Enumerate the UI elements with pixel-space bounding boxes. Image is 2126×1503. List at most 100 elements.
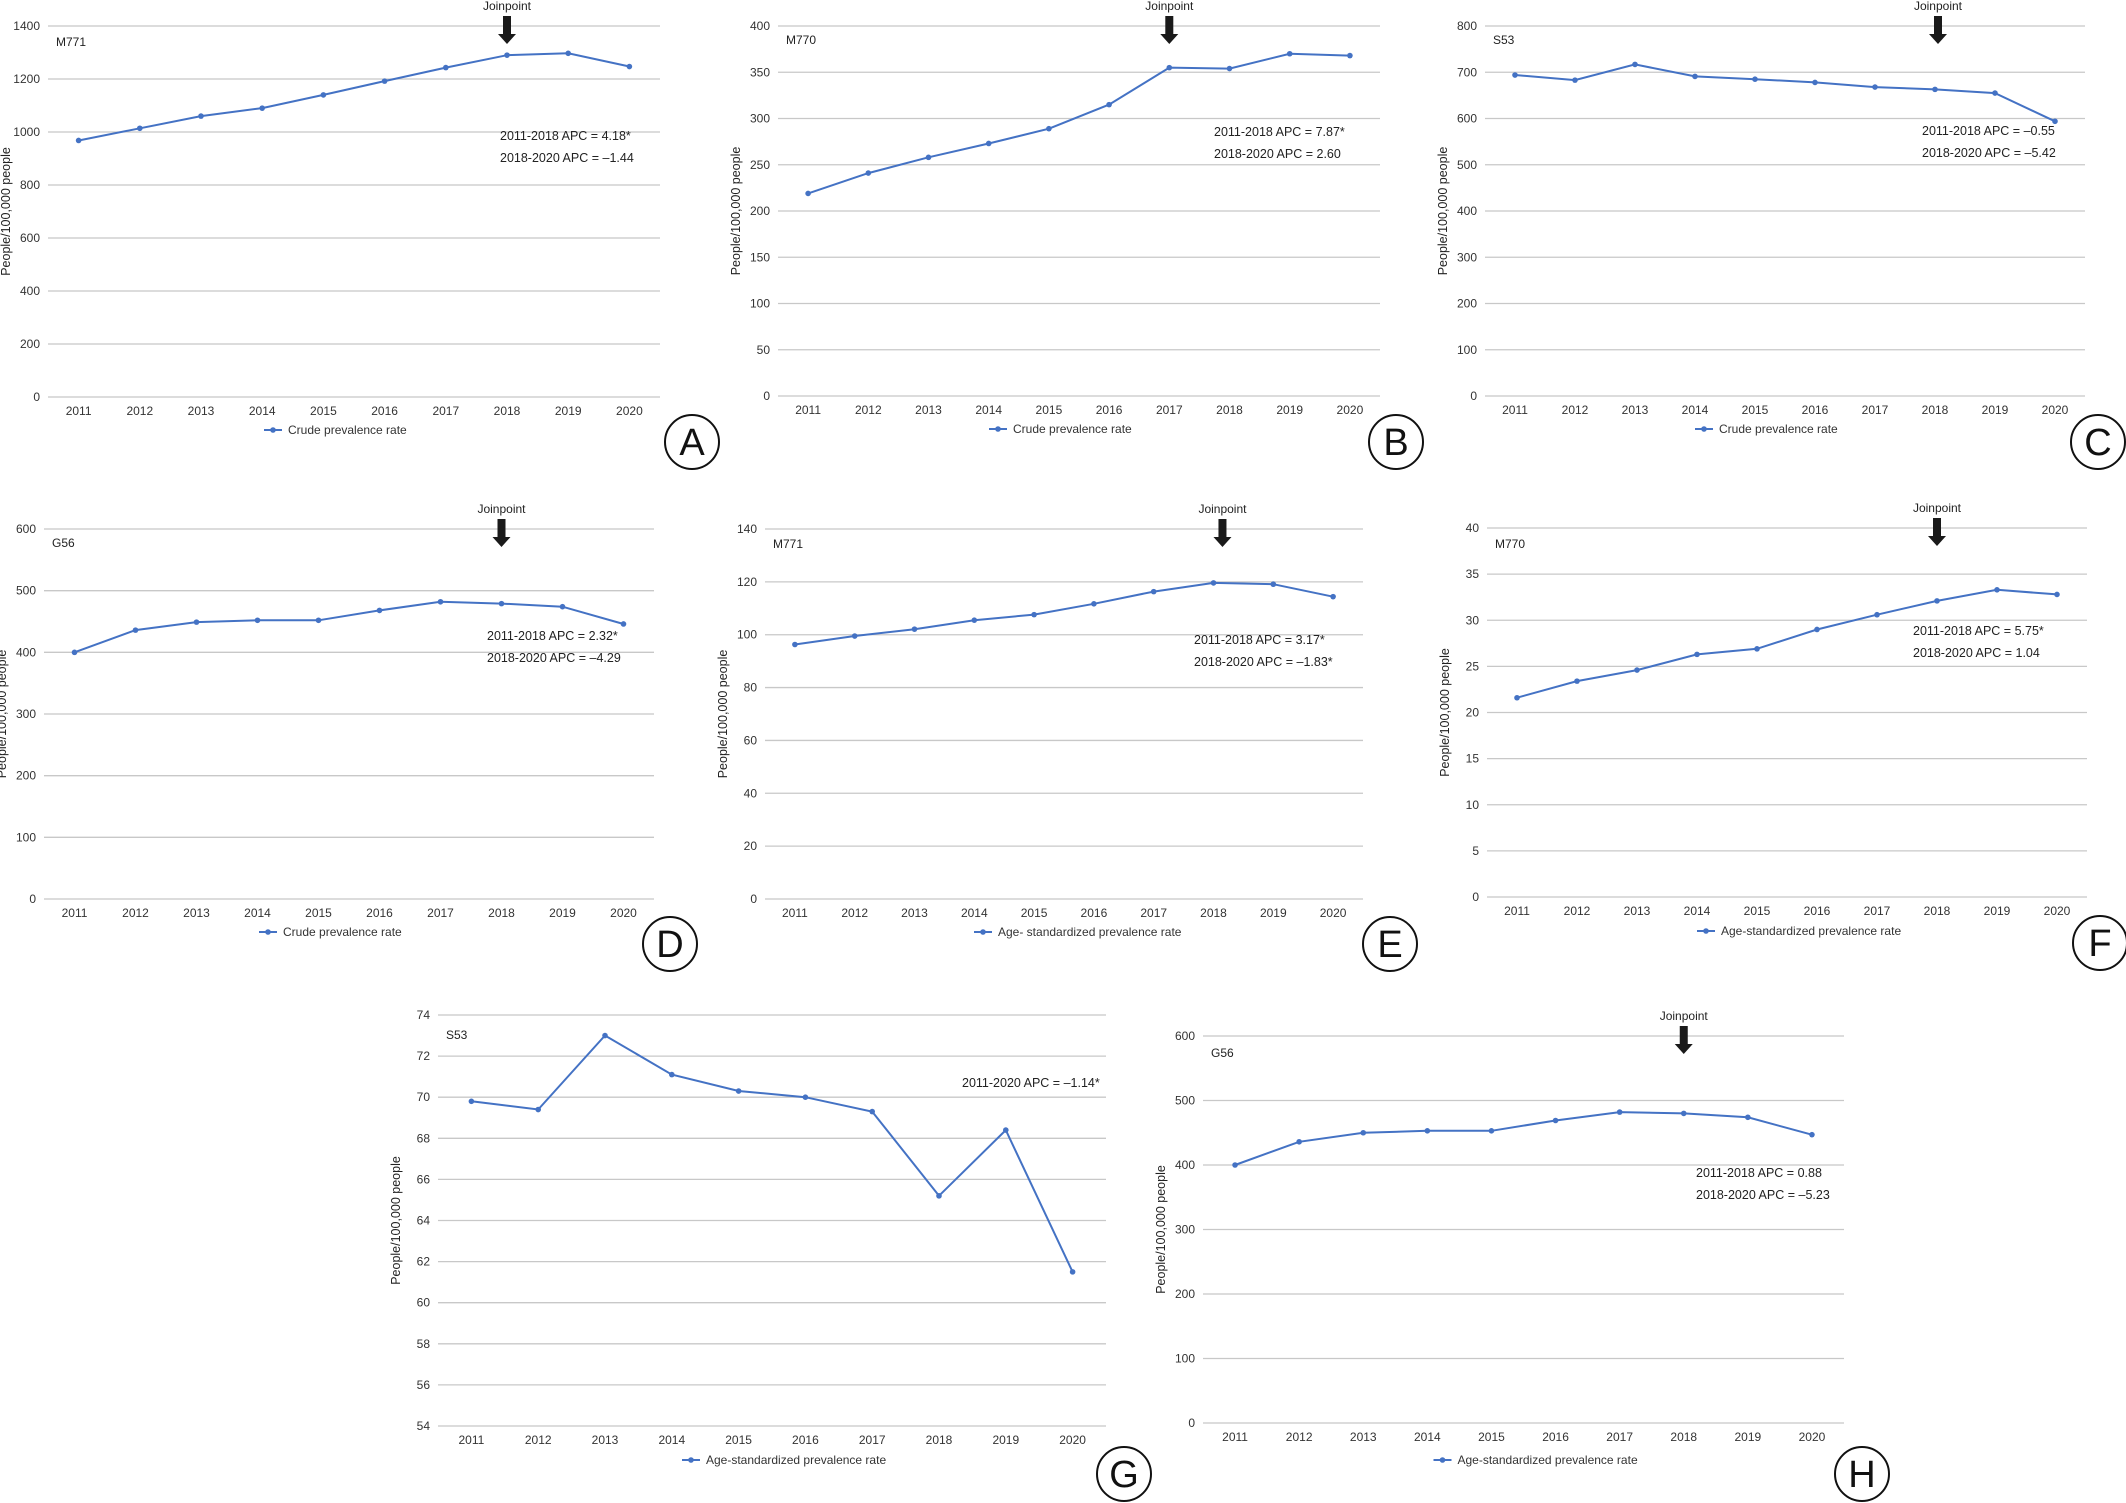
x-tick-label: 2013: [183, 906, 210, 920]
series-line: [471, 1034, 1074, 1273]
data-point: [259, 105, 266, 111]
x-tick-label: 2012: [122, 906, 149, 920]
data-point: [535, 1106, 541, 1113]
x-tick-label: 2012: [841, 906, 868, 920]
panel-letter: C: [2084, 422, 2111, 464]
data-point: [1812, 79, 1818, 86]
x-tick-label: 2013: [188, 404, 215, 418]
y-tick-label: 20: [1466, 706, 1480, 720]
y-tick-label: 250: [750, 158, 770, 172]
apc-annotation: 2018-2020 APC = 1.04: [1913, 646, 2040, 660]
y-tick-label: 58: [417, 1337, 431, 1351]
apc-annotation: 2011-2018 APC = 4.18*: [500, 129, 631, 143]
data-point: [254, 617, 261, 624]
x-tick-label: 2017: [432, 404, 459, 418]
y-tick-label: 400: [1457, 204, 1477, 218]
data-point: [1424, 1128, 1431, 1134]
data-point: [320, 92, 327, 98]
data-point: [1692, 73, 1698, 80]
y-tick-label: 600: [16, 522, 36, 536]
y-tick-label: 0: [1470, 389, 1477, 403]
x-tick-label: 2019: [549, 906, 576, 920]
x-tick-label: 2013: [1350, 1430, 1377, 1444]
y-axis-label: People/100,000 people: [1436, 147, 1450, 276]
data-point: [1360, 1129, 1367, 1136]
x-tick-label: 2011: [1222, 1430, 1248, 1444]
disease-code-label: M771: [56, 35, 86, 49]
data-point: [1745, 1114, 1751, 1121]
y-tick-label: 68: [417, 1131, 431, 1145]
y-tick-label: 5: [1472, 844, 1479, 858]
data-point: [1572, 77, 1578, 83]
data-point: [925, 154, 932, 161]
apc-annotation: 2011-2018 APC = –0.55: [1922, 124, 2055, 138]
data-point: [381, 78, 388, 84]
y-tick-label: 64: [417, 1214, 431, 1228]
panel-letter: B: [1383, 422, 1408, 464]
y-tick-label: 300: [16, 707, 36, 721]
data-point: [1488, 1128, 1495, 1134]
x-tick-label: 2017: [1140, 906, 1167, 920]
data-point: [1046, 125, 1052, 132]
y-tick-label: 300: [1457, 250, 1477, 264]
data-point: [620, 621, 627, 627]
data-point: [1874, 611, 1880, 618]
x-tick-label: 2013: [1622, 403, 1649, 417]
joinpoint-arrow-icon: [1928, 518, 1946, 546]
data-point: [1616, 1109, 1623, 1115]
apc-annotation: 2018-2020 APC = –4.29: [487, 651, 621, 665]
x-tick-label: 2012: [855, 403, 882, 417]
legend: Crude prevalence rate: [989, 422, 1132, 436]
x-tick-label: 2020: [1337, 403, 1364, 417]
legend-label: Crude prevalence rate: [1719, 422, 1838, 436]
y-tick-label: 500: [1457, 158, 1477, 172]
data-point: [735, 1088, 742, 1094]
y-tick-label: 200: [750, 204, 770, 218]
data-point: [1091, 600, 1097, 607]
x-tick-label: 2020: [1320, 906, 1347, 920]
series-line: [1516, 588, 2058, 699]
data-point: [1069, 1269, 1076, 1275]
data-point: [1992, 90, 1998, 96]
joinpoint-arrow-icon: [1160, 16, 1179, 44]
y-tick-label: 1400: [13, 19, 40, 33]
legend-label: Age-standardized prevalence rate: [706, 1453, 886, 1467]
x-tick-label: 2017: [427, 906, 454, 920]
x-tick-label: 2016: [366, 906, 393, 920]
panel-letter-circle: [1834, 1446, 1890, 1502]
x-tick-label: 2012: [1564, 904, 1591, 918]
x-tick-label: 2015: [305, 906, 332, 920]
x-tick-label: 2018: [494, 404, 521, 418]
y-tick-label: 300: [750, 112, 770, 126]
y-tick-label: 40: [744, 786, 758, 800]
y-tick-label: 600: [20, 231, 40, 245]
y-tick-label: 500: [16, 584, 36, 598]
x-tick-label: 2014: [658, 1433, 685, 1447]
x-tick-label: 2020: [2042, 403, 2069, 417]
y-tick-label: 60: [744, 733, 758, 747]
y-tick-label: 35: [1466, 567, 1480, 581]
data-point: [911, 626, 918, 632]
series-line: [74, 600, 624, 654]
x-tick-label: 2011: [1504, 904, 1530, 918]
y-tick-label: 120: [737, 575, 757, 589]
data-point: [971, 617, 978, 623]
data-point: [559, 603, 566, 610]
data-point: [1680, 1110, 1687, 1117]
joinpoint-label: Joinpoint: [1913, 501, 1962, 515]
panel-letter: H: [1848, 1454, 1875, 1496]
x-tick-label: 2015: [1744, 904, 1771, 918]
x-tick-label: 2011: [66, 404, 92, 418]
y-tick-label: 200: [16, 769, 36, 783]
x-tick-label: 2020: [616, 404, 643, 418]
data-point: [75, 137, 82, 144]
chart-panel-a: 0 200 400 600 800 1000 1200 1400 2011 2012 2013 201…: [0, 0, 720, 470]
legend: Age-standardized prevalence rate: [682, 1453, 886, 1467]
x-tick-label: 2016: [1081, 906, 1108, 920]
data-point: [669, 1071, 675, 1078]
legend: Crude prevalence rate: [259, 925, 402, 939]
y-tick-label: 400: [20, 284, 40, 298]
disease-code-label: M770: [786, 33, 816, 47]
chart-panel-e: 0 20 40 60 80 100 120 140 2011 2012 2013 2014 2015 20…: [716, 502, 1418, 972]
data-point: [1872, 84, 1878, 90]
